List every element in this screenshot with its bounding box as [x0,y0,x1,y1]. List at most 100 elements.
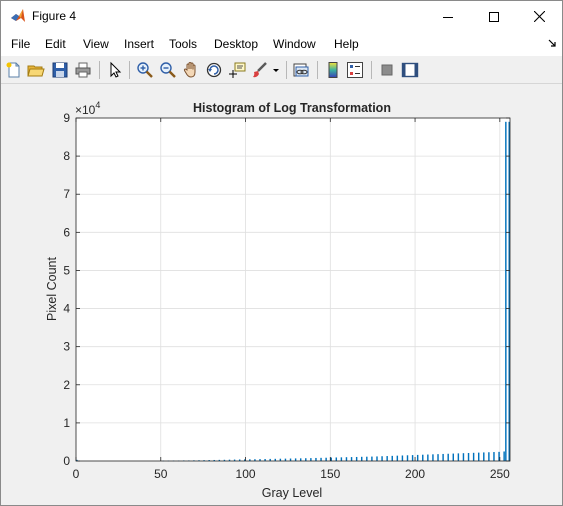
histogram-bar [259,459,261,461]
histogram-bar [416,454,419,461]
close-button[interactable] [516,1,562,32]
histogram-bar [299,458,302,461]
menu-insert[interactable]: Insert [124,37,155,51]
y-tick-label: 3 [63,340,70,354]
histogram-bar [493,452,495,461]
histogram-bar [467,452,470,461]
title-bar[interactable]: Figure 4 [1,1,562,32]
minimize-button[interactable] [425,1,471,32]
histogram-bar [254,459,256,461]
y-tick-label: 4 [63,302,70,316]
histogram-bar [483,452,485,461]
histogram-bar [472,452,475,461]
histogram-bar [203,460,205,461]
figure-toolbar [1,57,562,84]
close-icon [533,11,545,22]
histogram-bar [432,454,434,461]
histogram-bar [457,453,460,461]
y-tick-label: 0 [63,454,70,468]
y-tick-label: 8 [63,149,70,163]
histogram-bar [411,455,414,461]
data-cursor-icon[interactable] [228,61,246,79]
histogram-bar [386,456,388,461]
histogram-bar [437,454,439,461]
new-figure-icon[interactable] [5,61,23,79]
insert-legend-icon[interactable] [346,61,364,79]
histogram-bar [325,457,327,461]
menu-view[interactable]: View [83,37,109,51]
maximize-button[interactable] [471,1,517,32]
histogram-bar [508,121,510,462]
zoom-out-icon[interactable] [159,61,177,79]
histogram-bar [406,455,409,461]
histogram-bar [366,456,368,461]
rotate-3d-icon[interactable] [205,61,223,79]
minimize-icon [443,16,453,18]
histogram-bar [361,456,363,461]
dock-arrow-icon[interactable] [547,38,559,50]
open-file-icon[interactable] [27,61,45,79]
histogram-bar [371,456,373,461]
zoom-in-icon[interactable] [136,61,154,79]
print-icon[interactable] [74,61,92,79]
histogram-bar [350,457,353,461]
brush-icon[interactable] [251,61,269,79]
hide-plot-tools-icon[interactable] [378,61,396,79]
toolbar-separator [99,61,100,79]
histogram-bar [488,452,490,461]
maximize-icon [489,11,499,22]
histogram-bar [315,457,317,461]
histogram-bar [391,455,393,461]
insert-colorbar-icon[interactable] [324,61,342,79]
toolbar-separator [317,61,318,79]
y-tick-label: 2 [63,378,70,392]
histogram-bar [279,458,282,461]
save-icon[interactable] [51,61,69,79]
histogram-bar [340,457,343,461]
axes-frame [75,117,511,462]
menu-tools[interactable]: Tools [169,37,198,51]
histogram-bar [422,454,424,461]
y-tick-label: 5 [63,263,70,277]
histogram-bar [396,455,399,461]
histogram-bar [477,452,480,461]
toolbar-separator [286,61,287,79]
y-exponent-power: 4 [95,100,100,110]
histogram-bar [447,453,449,461]
window-title: Figure 4 [32,9,77,23]
y-tick-label: 6 [63,225,70,239]
menu-window[interactable]: Window [273,37,316,51]
y-exponent-base: ×10 [75,103,96,117]
histogram-bar [274,458,276,461]
histogram-bar [462,453,465,461]
brush-dropdown-icon[interactable] [271,61,281,79]
pointer-icon[interactable] [106,61,124,79]
histogram-bar [427,454,429,461]
menu-edit[interactable]: Edit [45,37,66,51]
menu-desktop[interactable]: Desktop [214,37,259,51]
histogram-bar [345,457,348,461]
x-tick-label: 200 [405,467,425,481]
histogram-bar [223,459,226,461]
histogram-bar [228,459,231,461]
menu-help[interactable]: Help [334,37,359,51]
histogram-bar [505,121,507,462]
histogram-bar [355,456,358,461]
histogram-bar [264,459,266,461]
histogram-bar [320,457,322,461]
pan-icon[interactable] [182,61,200,79]
histogram-bar [498,451,500,461]
x-tick-label: 250 [490,467,510,481]
axis-ticks [75,117,510,462]
y-tick-label: 1 [63,416,70,430]
menu-file[interactable]: File [11,37,31,51]
link-plot-icon[interactable] [292,61,310,79]
histogram-bar [330,457,332,461]
histogram-chart[interactable]: 0 50 100 150 200 250 0 1 2 3 4 5 6 7 8 9 Histogram of … [1,84,562,505]
matlab-icon [11,9,25,22]
figure-canvas: 0 50 100 150 200 250 0 1 2 3 4 5 6 7 8 9 Histogram of … [1,84,562,505]
y-exponent-label: ×104 [75,100,100,117]
x-tick-label: 0 [73,467,80,481]
show-plot-tools-icon[interactable] [401,61,419,79]
